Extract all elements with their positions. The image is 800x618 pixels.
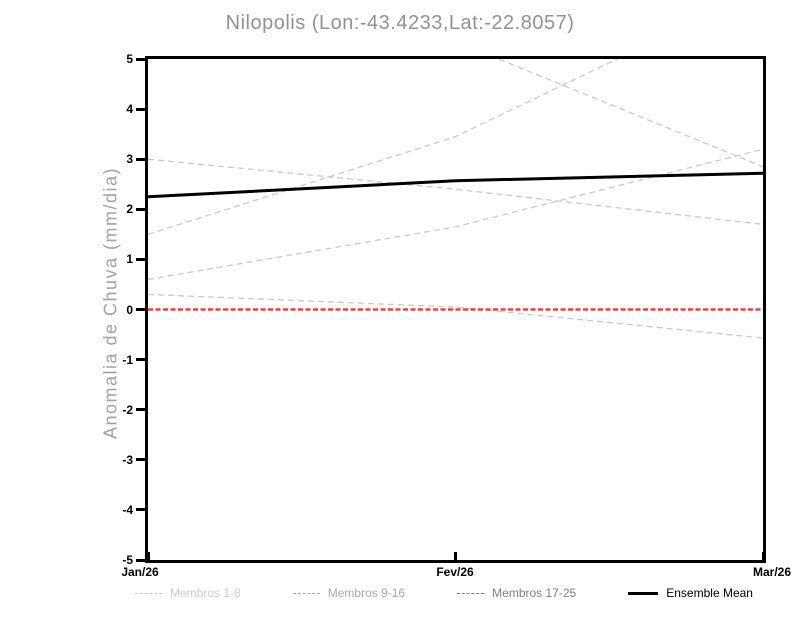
- ensemble-member-line: [148, 293, 763, 339]
- legend-item-membros-17-25: Membros 17-25: [457, 586, 576, 600]
- y-tick: [136, 207, 145, 211]
- dashed-line-swatch: [135, 592, 162, 594]
- x-tick-label-fev: Fev/26: [436, 565, 474, 579]
- y-tick: [136, 408, 145, 412]
- y-tick-label: 1: [126, 252, 133, 267]
- legend: Membros 1-8 Membros 9-16 Membros 17-25 E…: [135, 586, 753, 600]
- plot-lines-svg: [148, 59, 763, 339]
- x-tick: [146, 552, 150, 560]
- y-tick: [136, 558, 145, 562]
- plot-frame: [145, 56, 766, 563]
- x-tick: [454, 552, 457, 560]
- dashed-line-swatch: [457, 592, 485, 594]
- legend-label: Membros 17-25: [492, 586, 577, 600]
- y-tick: [136, 157, 145, 161]
- legend-item-membros-9-16: Membros 9-16: [292, 586, 406, 600]
- x-tick: [761, 552, 765, 560]
- y-tick: [136, 107, 145, 111]
- y-tick-label: 4: [126, 102, 133, 117]
- y-tick: [136, 358, 145, 362]
- y-tick: [136, 257, 145, 261]
- y-tick-label: 5: [126, 52, 133, 66]
- y-tick: [136, 57, 145, 61]
- legend-item-membros-1-8: Membros 1-8: [135, 586, 241, 600]
- y-tick-label: -2: [122, 402, 133, 417]
- x-tick-label-jan: Jan/26: [121, 565, 159, 579]
- ensemble-member-line: [148, 158, 763, 225]
- y-tick-label: 3: [126, 152, 133, 167]
- legend-label: Membros 1-8: [170, 586, 241, 600]
- ensemble-member-line: [148, 59, 619, 235]
- solid-line-swatch: [628, 591, 659, 595]
- dashed-line-swatch: [292, 592, 320, 594]
- y-tick: [136, 508, 145, 512]
- y-tick-label: 2: [126, 202, 133, 217]
- ensemble-mean-line: [148, 171, 763, 199]
- ensemble-member-line: [496, 59, 763, 168]
- y-tick-label: -1: [122, 352, 133, 367]
- legend-label: Ensemble Mean: [666, 586, 753, 600]
- y-tick-label: 0: [126, 302, 133, 317]
- x-tick-label-mar: Mar/26: [752, 565, 792, 579]
- y-tick: [136, 458, 145, 462]
- y-tick-label: -3: [122, 452, 133, 467]
- legend-item-ensemble-mean: Ensemble Mean: [628, 586, 753, 600]
- legend-label: Membros 9-16: [327, 586, 406, 600]
- chart-title: Nilopolis (Lon:-43.4233,Lat:-22.8057): [225, 12, 575, 34]
- y-tick-label: -4: [122, 502, 133, 517]
- y-tick: [136, 308, 145, 311]
- y-tick-label: -5: [122, 553, 133, 567]
